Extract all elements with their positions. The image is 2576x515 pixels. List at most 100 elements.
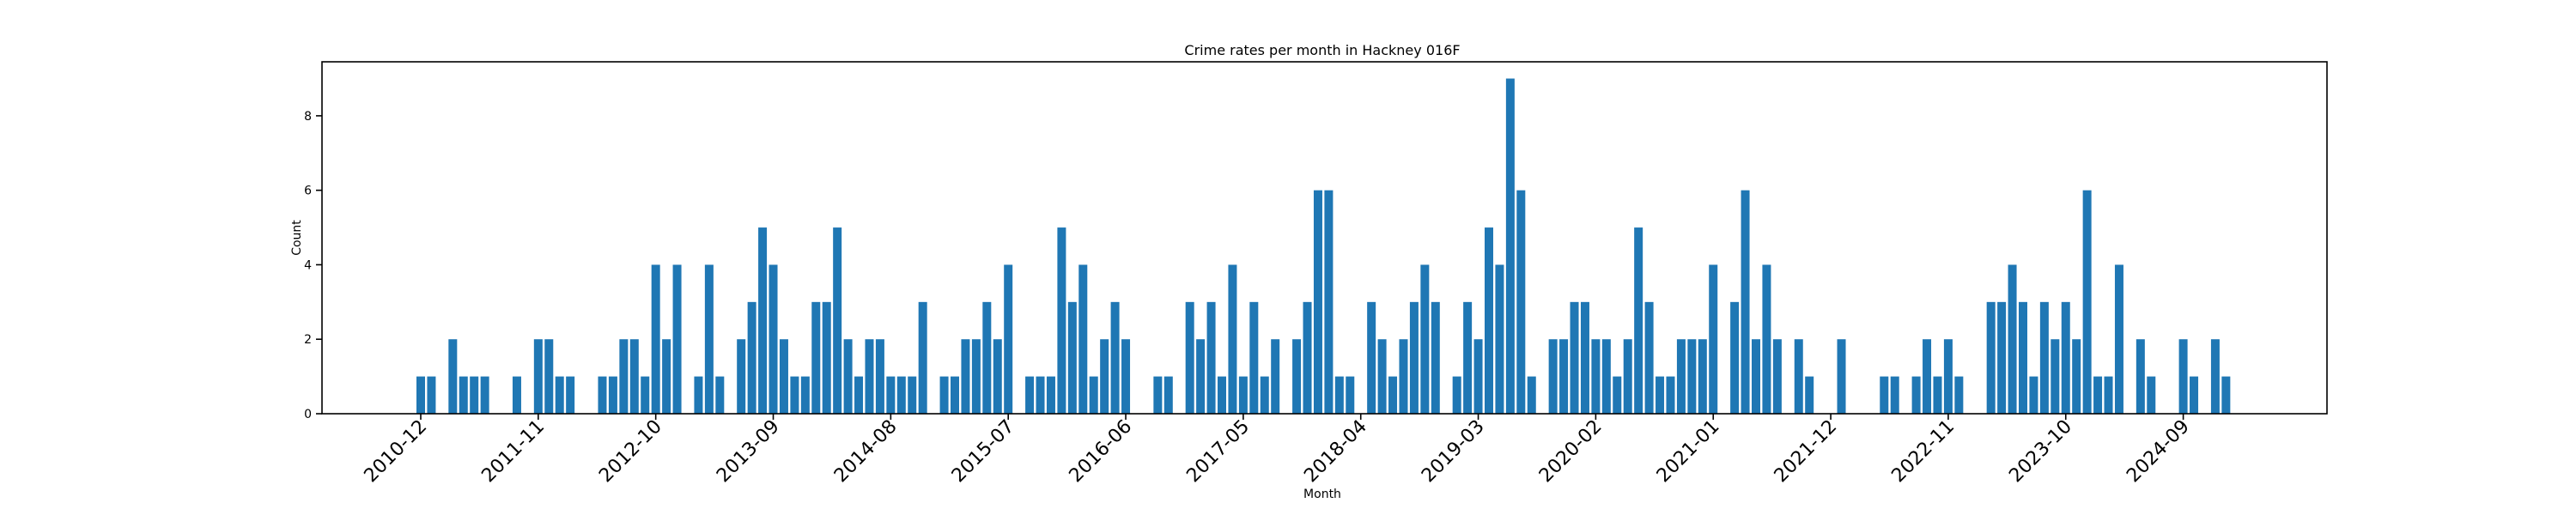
bar-2012-11 xyxy=(662,339,671,414)
bar-2024-03 xyxy=(2114,264,2123,414)
bar-2022-11 xyxy=(1943,339,1953,414)
bar-2024-06 xyxy=(2147,376,2156,414)
x-tick-label: 2020-02 xyxy=(1535,416,1607,488)
bar-2018-02 xyxy=(1334,376,1344,414)
plot-area-frame xyxy=(321,61,2328,415)
bar-2013-09 xyxy=(769,264,778,414)
bar-2017-02 xyxy=(1206,301,1216,414)
bar-2018-07 xyxy=(1388,376,1398,414)
bar-2019-02 xyxy=(1463,301,1473,414)
chart-title: Crime rates per month in Hackney 016F xyxy=(1184,42,1460,58)
bar-2020-09 xyxy=(1666,376,1675,414)
bar-2019-07 xyxy=(1516,190,1526,414)
bar-2016-06 xyxy=(1121,339,1131,414)
bar-2015-02 xyxy=(951,376,959,414)
bar-2014-09 xyxy=(896,376,906,414)
bar-2021-04 xyxy=(1741,190,1750,414)
bar-2020-10 xyxy=(1676,339,1686,414)
bar-2013-07 xyxy=(747,301,756,414)
bar-2016-04 xyxy=(1100,339,1109,414)
bar-2016-10 xyxy=(1163,376,1173,414)
bar-2018-10 xyxy=(1420,264,1430,414)
bar-2014-05 xyxy=(854,376,864,414)
bar-2017-12 xyxy=(1313,190,1322,414)
bar-2023-05 xyxy=(2008,264,2017,414)
bar-2012-01 xyxy=(555,376,564,414)
bar-2014-06 xyxy=(865,339,874,414)
bar-2023-04 xyxy=(1997,301,2007,414)
bar-2020-05 xyxy=(1623,339,1632,414)
x-tick-label: 2010-12 xyxy=(361,416,432,488)
bar-2013-02 xyxy=(694,376,703,414)
bar-2020-01 xyxy=(1580,301,1589,414)
x-axis-title: Month xyxy=(1303,488,1341,501)
bar-2015-09 xyxy=(1025,376,1035,414)
bar-2025-01 xyxy=(2221,376,2231,414)
bar-2011-05 xyxy=(470,376,479,414)
bar-2018-01 xyxy=(1324,190,1334,414)
x-tick-label: 2011-11 xyxy=(477,416,549,488)
bar-2011-04 xyxy=(459,376,468,414)
bar-2012-08 xyxy=(629,339,639,414)
bar-2017-07 xyxy=(1260,376,1269,414)
bar-2017-11 xyxy=(1303,301,1312,414)
bar-2015-12 xyxy=(1057,227,1066,414)
x-tick-label: 2018-04 xyxy=(1300,416,1371,488)
y-tick-label: 0 xyxy=(304,408,312,421)
bar-2024-01 xyxy=(2093,376,2103,414)
bar-2016-03 xyxy=(1089,376,1098,414)
bar-2024-05 xyxy=(2136,339,2145,414)
bar-2015-04 xyxy=(971,339,981,414)
x-tick-label: 2015-07 xyxy=(948,416,1019,488)
bar-2020-07 xyxy=(1644,301,1654,414)
bar-2011-12 xyxy=(544,339,554,414)
bar-2015-07 xyxy=(1004,264,1013,414)
y-tick-label: 6 xyxy=(304,185,312,198)
bar-2017-03 xyxy=(1218,376,1226,414)
bar-2014-04 xyxy=(843,339,853,414)
bar-2018-03 xyxy=(1346,376,1355,414)
bar-2014-08 xyxy=(886,376,896,414)
bar-2018-09 xyxy=(1409,301,1419,414)
bar-2015-05 xyxy=(982,301,992,414)
bar-2021-03 xyxy=(1730,301,1740,414)
x-tick-label: 2016-06 xyxy=(1066,416,1137,488)
bar-2021-06 xyxy=(1762,264,1771,414)
y-tick-label: 8 xyxy=(304,110,312,124)
bar-2013-10 xyxy=(779,339,788,414)
bar-2017-08 xyxy=(1271,339,1280,414)
bar-2012-09 xyxy=(641,376,650,414)
bar-2015-10 xyxy=(1036,376,1045,414)
x-tick-label: 2024-09 xyxy=(2123,416,2194,488)
bar-2019-05 xyxy=(1495,264,1504,414)
bar-2021-07 xyxy=(1772,339,1782,414)
bar-2010-12 xyxy=(416,376,425,414)
bar-2018-11 xyxy=(1431,301,1440,414)
x-tick-label: 2021-01 xyxy=(1653,416,1724,488)
bar-2023-06 xyxy=(2019,301,2027,414)
bar-2023-10 xyxy=(2061,301,2070,414)
bar-2019-10 xyxy=(1548,339,1558,414)
bar-2022-01 xyxy=(1837,339,1846,414)
bar-2015-11 xyxy=(1046,376,1055,414)
bar-2012-02 xyxy=(566,376,575,414)
bar-2022-08 xyxy=(1911,376,1921,414)
bar-2011-09 xyxy=(512,376,521,414)
bar-2014-03 xyxy=(833,227,842,414)
bar-2020-02 xyxy=(1591,339,1601,414)
bar-2012-06 xyxy=(608,376,617,414)
bar-2021-05 xyxy=(1752,339,1760,414)
bar-2020-03 xyxy=(1601,339,1611,414)
bar-2013-03 xyxy=(704,264,714,414)
bar-2011-03 xyxy=(448,339,458,414)
x-tick-label: 2023-10 xyxy=(2005,416,2076,488)
bar-2022-10 xyxy=(1933,376,1942,414)
bar-2020-11 xyxy=(1687,339,1697,414)
bar-2013-04 xyxy=(715,376,725,414)
y-axis-title: Count xyxy=(290,220,304,256)
x-tick-label: 2022-11 xyxy=(1887,416,1959,488)
x-tick-label: 2013-09 xyxy=(713,416,784,488)
bar-2014-02 xyxy=(822,301,831,414)
bar-2023-03 xyxy=(1986,301,1996,414)
bar-2014-01 xyxy=(811,301,821,414)
